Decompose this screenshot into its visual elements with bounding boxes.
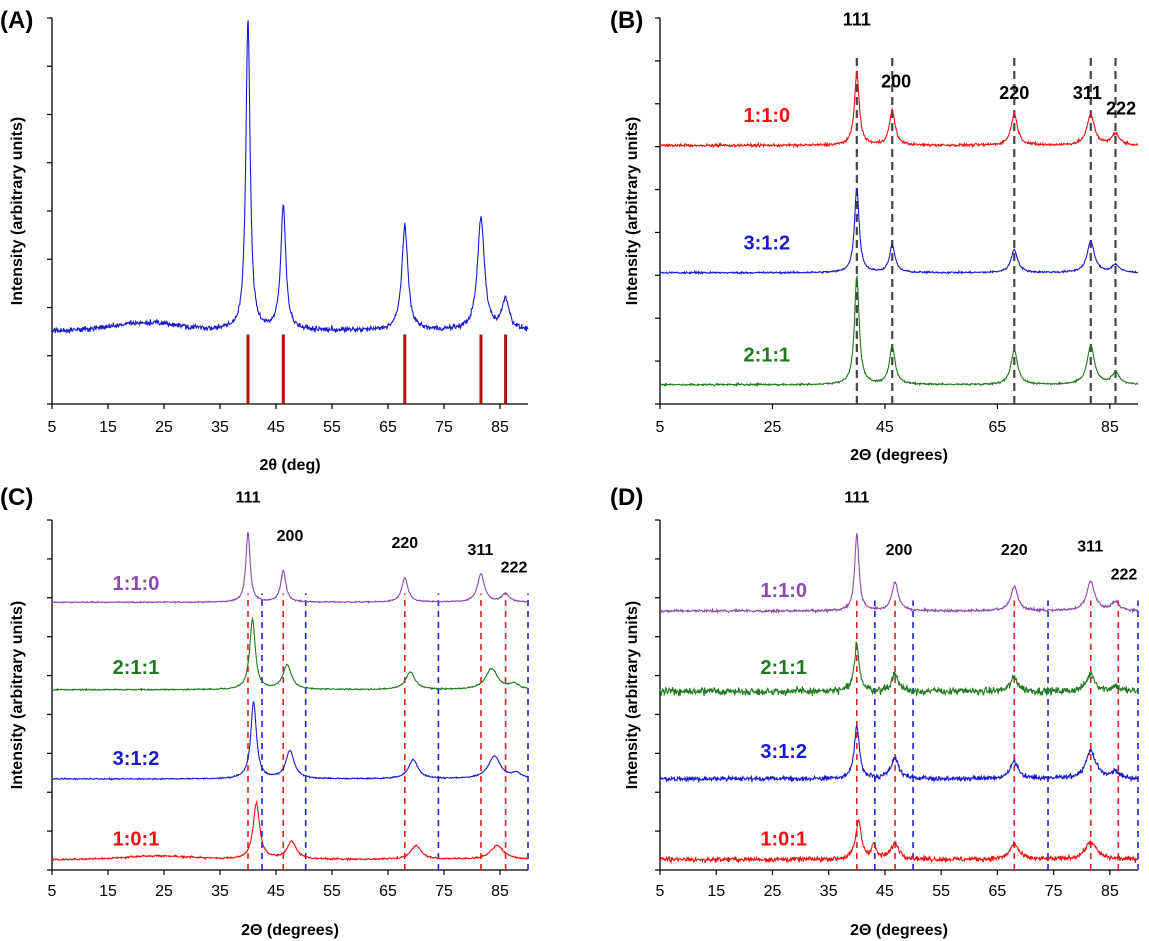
y-axis-label: Intensity (arbitrary units) — [624, 601, 641, 789]
x-tick-label: 65 — [379, 419, 397, 436]
series-line-3-1-2 — [659, 725, 1139, 784]
x-tick-label: 45 — [267, 419, 285, 436]
x-tick-label: 65 — [379, 883, 397, 900]
series-line-3-1-2 — [51, 701, 529, 781]
x-tick-label: 35 — [211, 419, 229, 436]
x-tick-label: 55 — [932, 883, 950, 900]
series-line-2-1-1 — [659, 274, 1139, 388]
series-line-1-1-0 — [51, 532, 529, 605]
peak-label: 311 — [1077, 539, 1103, 556]
x-axis-label: 2θ (deg) — [259, 457, 320, 474]
series-label: 3:1:2 — [760, 741, 807, 763]
x-tick-label: 5 — [48, 883, 57, 900]
x-tick-label: 25 — [155, 419, 173, 436]
x-tick-label: 15 — [707, 883, 725, 900]
x-tick-label: 45 — [876, 419, 894, 436]
x-tick-label: 45 — [267, 883, 285, 900]
series-label: 1:0:1 — [760, 829, 807, 851]
x-tick-label: 35 — [211, 883, 229, 900]
x-tick-label: 55 — [323, 419, 341, 436]
x-tick-label: 85 — [1101, 883, 1119, 900]
x-tick-label: 15 — [99, 419, 117, 436]
x-tick-label: 5 — [48, 419, 57, 436]
peak-label: 200 — [881, 71, 911, 91]
x-tick-label: 85 — [1101, 419, 1119, 436]
series-line-sample — [51, 20, 529, 335]
y-axis-label: Intensity (arbitrary units) — [9, 601, 26, 789]
x-tick-label: 35 — [820, 883, 838, 900]
x-tick-label: 5 — [656, 883, 665, 900]
x-axis-label: 2Θ (degrees) — [850, 922, 948, 939]
x-tick-label: 85 — [491, 883, 509, 900]
panel-c: (C) 5 15 25 35 45 55 65 75 85 2Θ (degrees) Intensit… — [0, 484, 529, 939]
series-label: 1:0:1 — [113, 829, 160, 851]
x-tick-label: 15 — [99, 883, 117, 900]
x-tick-label: 55 — [323, 883, 341, 900]
series-line-2-1-1 — [51, 616, 528, 692]
peak-label: 222 — [1106, 99, 1136, 119]
x-tick-label: 25 — [155, 883, 173, 900]
series-line-1-0-1 — [659, 819, 1139, 865]
x-tick-label: 25 — [764, 419, 782, 436]
series-line-2-1-1 — [659, 642, 1139, 697]
peak-label: 222 — [1111, 567, 1138, 584]
series-label: 2:1:1 — [113, 657, 160, 679]
series-label: 2:1:1 — [760, 657, 807, 679]
series-label: 3:1:2 — [113, 748, 160, 770]
x-tick-label: 5 — [656, 419, 665, 436]
panel-a: (A) 5 15 25 35 45 55 65 75 85 2θ (deg) Intensity (a… — [0, 7, 529, 474]
panel-label: (A) — [0, 7, 33, 34]
peak-label: 111 — [844, 490, 869, 507]
series-line-1-1-0 — [659, 532, 1139, 615]
peak-label: 111 — [236, 490, 261, 507]
x-tick-label: 75 — [435, 419, 453, 436]
x-tick-label: 45 — [876, 883, 894, 900]
x-tick-label: 65 — [989, 419, 1007, 436]
series-label: 2:1:1 — [743, 345, 790, 367]
panel-label: (B) — [610, 7, 643, 34]
series-line-1-0-1 — [51, 799, 529, 862]
peak-label: 220 — [1001, 542, 1028, 559]
series-line-3-1-2 — [659, 187, 1139, 276]
peak-label: 311 — [1073, 83, 1102, 103]
panel-b: (B) 5 25 45 65 85 2Θ (degrees) Intensity (arbit… — [610, 7, 1139, 464]
peak-label: 200 — [886, 542, 913, 559]
peak-label: 220 — [999, 83, 1029, 103]
peak-label: 311 — [467, 542, 493, 559]
peak-label: 200 — [277, 528, 304, 545]
x-tick-label: 75 — [1045, 883, 1063, 900]
x-tick-label: 85 — [491, 419, 509, 436]
series-label: 1:1:0 — [113, 573, 160, 595]
series-line-1-1-0 — [659, 71, 1139, 149]
y-axis-label: Intensity (arbitrary units) — [624, 117, 641, 305]
peak-label: 220 — [391, 535, 418, 552]
x-axis-label: 2Θ (degrees) — [850, 447, 948, 464]
peak-label: 111 — [843, 10, 871, 30]
peak-label: 222 — [501, 560, 528, 577]
x-axis-label: 2Θ (degrees) — [241, 922, 339, 939]
x-tick-label: 25 — [764, 883, 782, 900]
x-tick-label: 65 — [989, 883, 1007, 900]
x-tick-label: 75 — [435, 883, 453, 900]
panel-d: (D) 5 15 25 35 45 55 65 75 85 2Θ (degrees) Intensit… — [610, 484, 1139, 939]
series-label: 1:1:0 — [743, 105, 790, 127]
panel-label: (D) — [610, 484, 643, 511]
panel-label: (C) — [0, 484, 33, 511]
series-label: 1:1:0 — [760, 580, 807, 602]
y-axis-label: Intensity (arbitrary units) — [9, 117, 26, 305]
series-label: 3:1:2 — [743, 233, 790, 255]
